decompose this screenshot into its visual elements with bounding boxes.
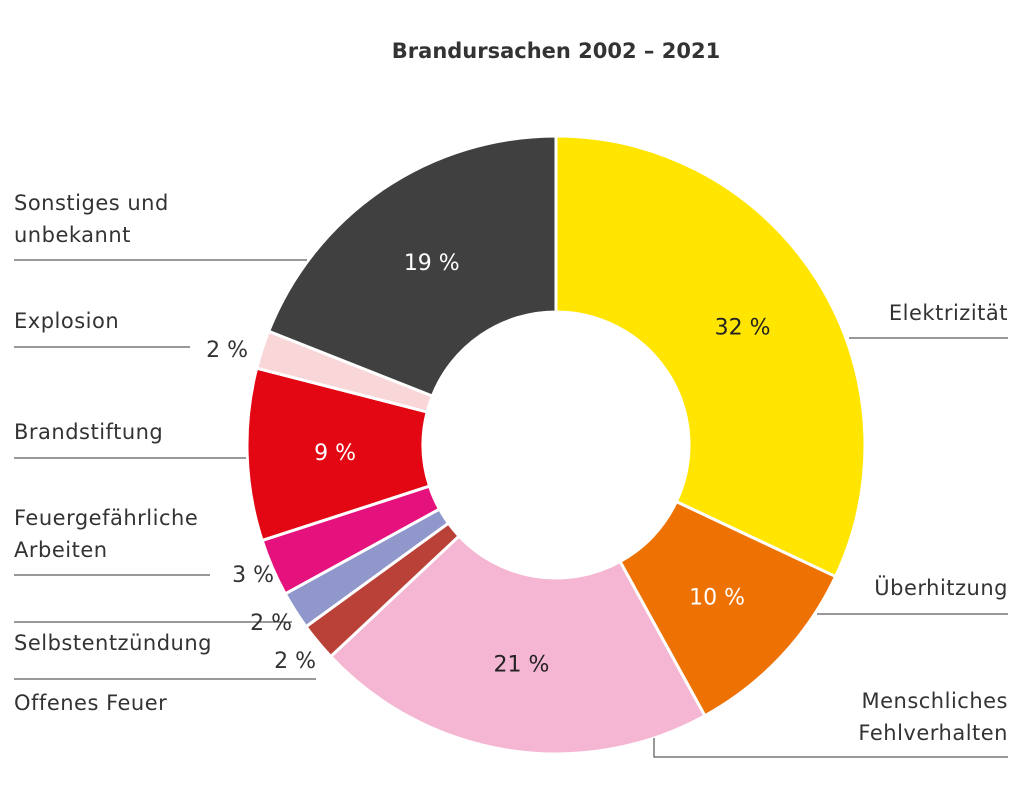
category-label-menschliches-fehlverhalten: Menschliches Fehlverhalten (858, 689, 1008, 745)
chart-title: Brandursachen 2002 – 2021 (392, 39, 720, 63)
slice-menschliches-fehlverhalten (329, 534, 707, 756)
category-label-brandstiftung: Brandstiftung (14, 420, 163, 444)
category-label-feuergefaehrliche-arbeiten: Feuergefährliche Arbeiten (14, 506, 198, 562)
value-label-elektrizitaet: 32 % (715, 316, 771, 341)
category-label-selbstentzuendung: Selbstentzündung (14, 631, 212, 655)
value-label-brandstiftung: 9 % (314, 441, 356, 466)
category-label-ueberhitzung: Überhitzung (874, 575, 1008, 600)
value-label-selbstentzuendung: 2 % (250, 611, 292, 636)
category-label-elektrizitaet: Elektrizität (889, 301, 1008, 325)
value-label-sonstiges-und-unbekannt: 19 % (404, 251, 460, 276)
value-label-ueberhitzung: 10 % (689, 585, 745, 610)
value-label-offenes-feuer: 2 % (274, 649, 316, 674)
slice-ueberhitzung (618, 500, 838, 718)
slice-elektrizitaet (554, 134, 867, 579)
category-label-offenes-feuer: Offenes Feuer (14, 691, 167, 715)
leader-lines (14, 259, 1008, 758)
slices-group (245, 134, 867, 756)
leader-line-menschliches-fehlverhalten (653, 738, 1008, 758)
value-label-menschliches-fehlverhalten: 21 % (493, 652, 549, 677)
value-label-explosion: 2 % (206, 338, 248, 363)
category-label-sonstiges-und-unbekannt: Sonstiges und unbekannt (14, 191, 169, 247)
value-label-feuergefaehrliche-arbeiten: 3 % (232, 563, 274, 588)
labels-group: 32 % 10 % 21 % 9 % 19 % Elektrizität Überhitzu… (14, 191, 1008, 745)
category-label-explosion: Explosion (14, 309, 119, 333)
slice-sonstiges-und-unbekannt (267, 134, 558, 398)
